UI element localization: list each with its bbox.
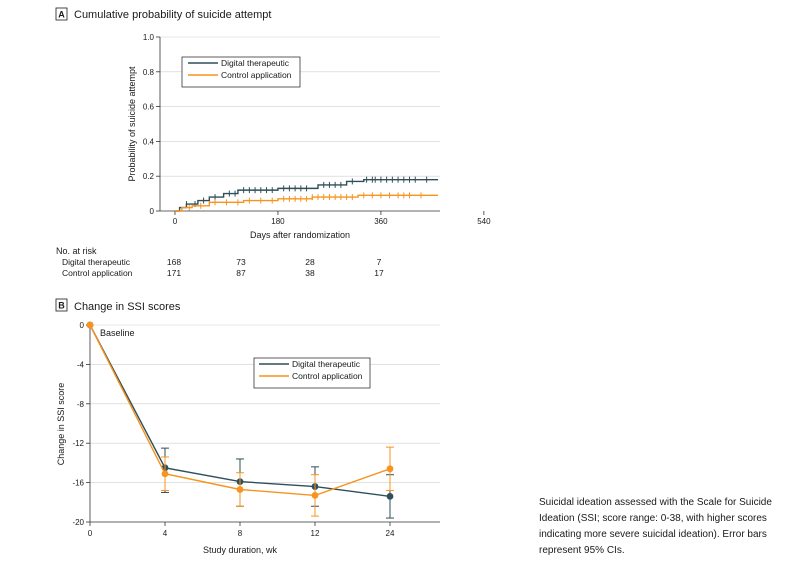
at-risk-value: 168 xyxy=(167,257,181,267)
at-risk-table: Digital therapeutic 168 73 28 7 Control appli… xyxy=(62,257,384,278)
panel-a-title: Cumulative probability of suicide attemp… xyxy=(74,9,271,21)
x-tick-label: 540 xyxy=(477,217,491,226)
at-risk-value: 28 xyxy=(305,257,315,267)
legend-b: Digital therapeutic Control application xyxy=(253,357,371,389)
at-risk-row-label: Control application xyxy=(62,268,133,278)
legend-a: Digital therapeutic Control application xyxy=(181,56,301,88)
at-risk-row-label: Digital therapeutic xyxy=(62,257,131,267)
x-tick-label: 4 xyxy=(163,529,168,538)
baseline-label: Baseline xyxy=(100,328,135,338)
y-axis-title: Probability of suicide attempt xyxy=(127,66,137,182)
y-axis-title: Change in SSI score xyxy=(56,383,66,466)
legend-label-series-2: Control application xyxy=(221,70,292,80)
legend-label-series-1: Digital therapeutic xyxy=(221,58,290,68)
at-risk-value: 73 xyxy=(236,257,246,267)
data-point-series-2 xyxy=(311,492,319,499)
data-point-series-2 xyxy=(236,486,244,493)
y-tick-label: 0 xyxy=(80,321,85,330)
x-tick-label: 0 xyxy=(88,529,93,538)
legend-box xyxy=(181,56,301,88)
panel-a-letter-box xyxy=(55,7,68,21)
y-tick-label: -8 xyxy=(77,400,85,409)
at-risk-value: 7 xyxy=(377,257,382,267)
panel-a-letter: A xyxy=(58,10,65,20)
panel-b-title: Change in SSI scores xyxy=(74,301,181,313)
km-chart: 0 0.2 0.4 0.6 0.8 1.0 0 180 360 540 Days after ran… xyxy=(127,33,491,240)
at-risk-value: 17 xyxy=(374,268,384,278)
x-axis-title: Study duration, wk xyxy=(203,545,278,555)
at-risk-value: 87 xyxy=(236,268,246,278)
y-tick-label: -4 xyxy=(77,360,85,369)
x-tick-label: 24 xyxy=(386,529,395,538)
figure-note: Suicidal ideation assessed with the Scal… xyxy=(539,497,772,556)
legend-box xyxy=(253,357,371,389)
x-tick-label: 360 xyxy=(374,217,388,226)
x-tick-label: 8 xyxy=(238,529,243,538)
x-axis-title: Days after randomization xyxy=(250,230,350,240)
y-tick-label: 0.4 xyxy=(143,137,155,146)
legend-label-series-1: Digital therapeutic xyxy=(292,359,361,369)
x-tick-label: 12 xyxy=(311,529,320,538)
y-tick-label: -16 xyxy=(72,479,84,488)
data-point-series-2 xyxy=(161,470,169,478)
panel-b-letter: B xyxy=(58,301,65,311)
at-risk-header: No. at risk xyxy=(56,246,97,256)
data-point-series-2 xyxy=(86,321,94,329)
y-tick-label: 0 xyxy=(150,207,155,216)
legend-label-series-2: Control application xyxy=(292,371,363,381)
y-tick-label: 0.8 xyxy=(143,68,155,77)
panel-b-letter-box xyxy=(55,298,68,312)
data-point-series-2 xyxy=(386,465,394,473)
data-point-series-1 xyxy=(386,492,394,500)
y-tick-label: 1.0 xyxy=(143,33,155,42)
at-risk-value: 38 xyxy=(305,268,315,278)
y-tick-label: 0.2 xyxy=(143,172,155,181)
x-tick-label: 0 xyxy=(173,217,178,226)
y-tick-label: -20 xyxy=(72,518,84,527)
x-tick-label: 180 xyxy=(271,217,285,226)
y-tick-label: -12 xyxy=(72,439,84,448)
y-tick-label: 0.6 xyxy=(143,103,155,112)
ssi-chart: 0 -4 -8 -12 -16 -20 0 4 8 12 24 Study duration, wk C… xyxy=(56,321,440,555)
at-risk-value: 171 xyxy=(167,268,181,278)
